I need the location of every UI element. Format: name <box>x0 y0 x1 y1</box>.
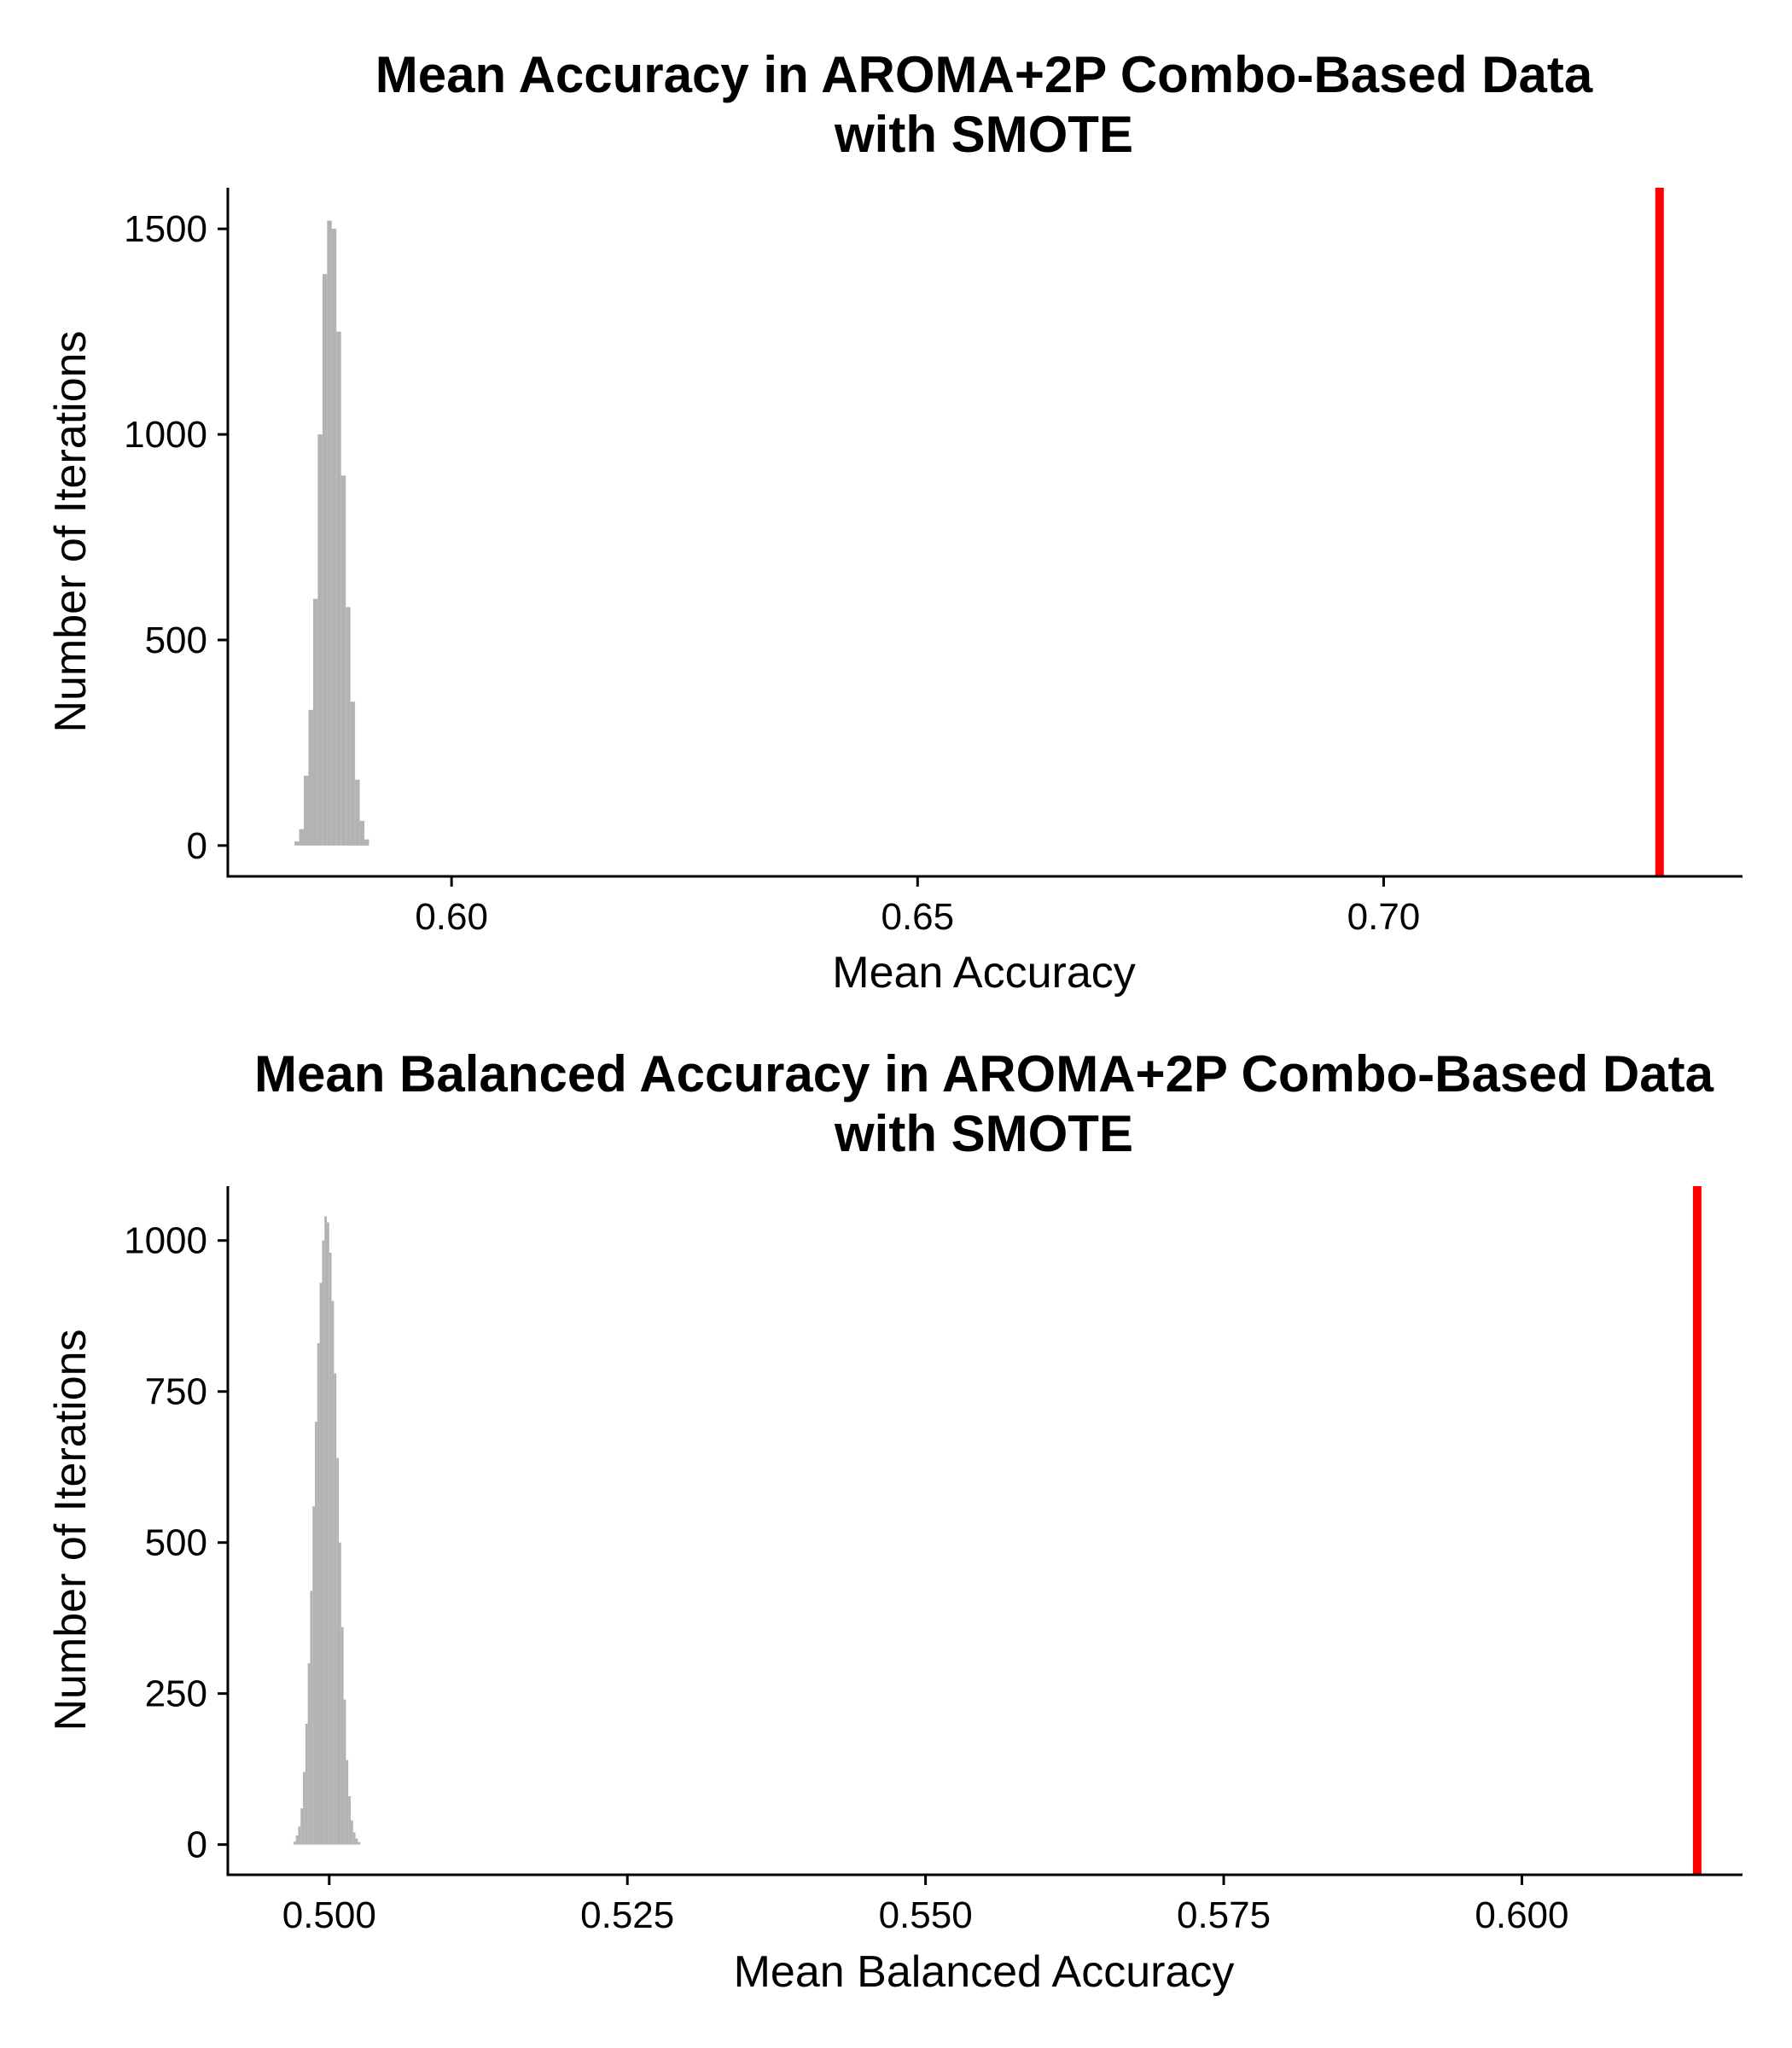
x-tick-label: 0.575 <box>1177 1894 1271 1936</box>
histogram-bar-2 <box>298 1826 301 1845</box>
panel-2-histogram-bars <box>293 1216 361 1845</box>
y-tick-label: 1000 <box>124 1220 207 1262</box>
histogram-bar-1 <box>295 1835 299 1845</box>
histogram-bar-9 <box>336 331 341 846</box>
histogram-bar-19 <box>338 1542 341 1845</box>
panel-1-histogram-bars <box>294 220 369 846</box>
histogram-bar-15 <box>364 839 369 846</box>
histogram-bar-6 <box>307 1663 311 1845</box>
panel-mean-accuracy: Mean Accuracy in AROMA+2P Combo-Based Da… <box>46 46 1743 998</box>
histogram-bar-8 <box>331 229 337 846</box>
histogram-bar-0 <box>293 1841 296 1845</box>
x-tick-label: 0.70 <box>1347 896 1421 938</box>
histogram-bar-2 <box>304 775 309 846</box>
y-tick-label: 0 <box>187 825 207 867</box>
panel-2-y-axis-title: Number of Iterations <box>46 1329 96 1731</box>
histogram-bar-12 <box>350 701 356 846</box>
histogram-bar-20 <box>340 1626 344 1845</box>
panel-2-x-axis-title: Mean Balanced Accuracy <box>734 1947 1235 1997</box>
histogram-bar-13 <box>355 779 360 846</box>
histogram-bar-11 <box>319 1283 323 1845</box>
x-tick-label: 0.550 <box>879 1894 973 1936</box>
panel-1-x-ticks: 0.60 0.65 0.70 <box>415 876 1420 938</box>
y-tick-label: 0 <box>187 1824 207 1866</box>
histogram-bar-25 <box>352 1832 356 1845</box>
histogram-bar-26 <box>355 1838 358 1845</box>
histogram-bar-7 <box>327 220 332 846</box>
x-tick-label: 0.65 <box>881 896 954 938</box>
histogram-bar-5 <box>317 434 323 846</box>
panel-1-subtitle: with SMOTE <box>834 106 1133 163</box>
histogram-bar-16 <box>331 1300 335 1845</box>
panel-2-subtitle: with SMOTE <box>834 1105 1133 1162</box>
y-tick-label: 250 <box>145 1673 207 1715</box>
y-tick-label: 1000 <box>124 414 207 456</box>
histogram-bar-6 <box>322 274 328 846</box>
histogram-bar-10 <box>340 475 346 846</box>
histogram-bar-21 <box>343 1699 346 1845</box>
histogram-bar-12 <box>322 1240 325 1845</box>
panel-1-x-axis-title: Mean Accuracy <box>832 948 1136 998</box>
histogram-bar-5 <box>305 1724 308 1845</box>
y-tick-label: 750 <box>145 1371 207 1413</box>
histogram-bar-18 <box>336 1457 339 1845</box>
histogram-bar-8 <box>312 1506 316 1845</box>
histogram-bar-3 <box>308 709 313 846</box>
histogram-bar-9 <box>315 1422 317 1845</box>
x-tick-label: 0.60 <box>415 896 488 938</box>
histogram-bar-13 <box>324 1216 328 1845</box>
histogram-bar-15 <box>329 1252 332 1845</box>
y-tick-label: 500 <box>145 620 207 661</box>
x-tick-label: 0.600 <box>1475 1894 1568 1936</box>
histogram-bar-27 <box>358 1841 361 1845</box>
histogram-bar-10 <box>317 1343 320 1845</box>
histogram-bar-3 <box>300 1808 304 1845</box>
panel-2-title: Mean Balanced Accuracy in AROMA+2P Combo… <box>254 1045 1714 1103</box>
histogram-bar-11 <box>346 607 351 846</box>
histogram-bar-4 <box>303 1772 305 1845</box>
histogram-bar-0 <box>294 841 300 846</box>
histogram-bar-1 <box>299 829 305 846</box>
y-tick-label: 500 <box>145 1522 207 1564</box>
panel-2-y-ticks: 0 250 500 750 1000 <box>124 1220 228 1866</box>
histogram-bar-14 <box>359 820 365 846</box>
panel-1-y-axis-title: Number of Iterations <box>46 330 96 732</box>
histogram-bar-4 <box>312 598 318 846</box>
histogram-bar-14 <box>327 1222 329 1845</box>
x-tick-label: 0.525 <box>580 1894 674 1936</box>
panel-1-y-ticks: 0 500 1000 1500 <box>124 208 228 867</box>
histogram-bar-7 <box>310 1591 313 1845</box>
histogram-bar-22 <box>346 1760 349 1845</box>
panel-mean-balanced-accuracy: Mean Balanced Accuracy in AROMA+2P Combo… <box>46 1045 1743 1997</box>
x-tick-label: 0.500 <box>282 1894 376 1936</box>
histogram-bar-23 <box>348 1795 351 1845</box>
histogram-bar-24 <box>350 1820 353 1845</box>
panel-2-x-ticks: 0.500 0.525 0.550 0.575 0.600 <box>282 1875 1568 1936</box>
y-tick-label: 1500 <box>124 208 207 250</box>
histogram-bar-17 <box>334 1373 337 1845</box>
panel-1-title: Mean Accuracy in AROMA+2P Combo-Based Da… <box>375 46 1593 103</box>
